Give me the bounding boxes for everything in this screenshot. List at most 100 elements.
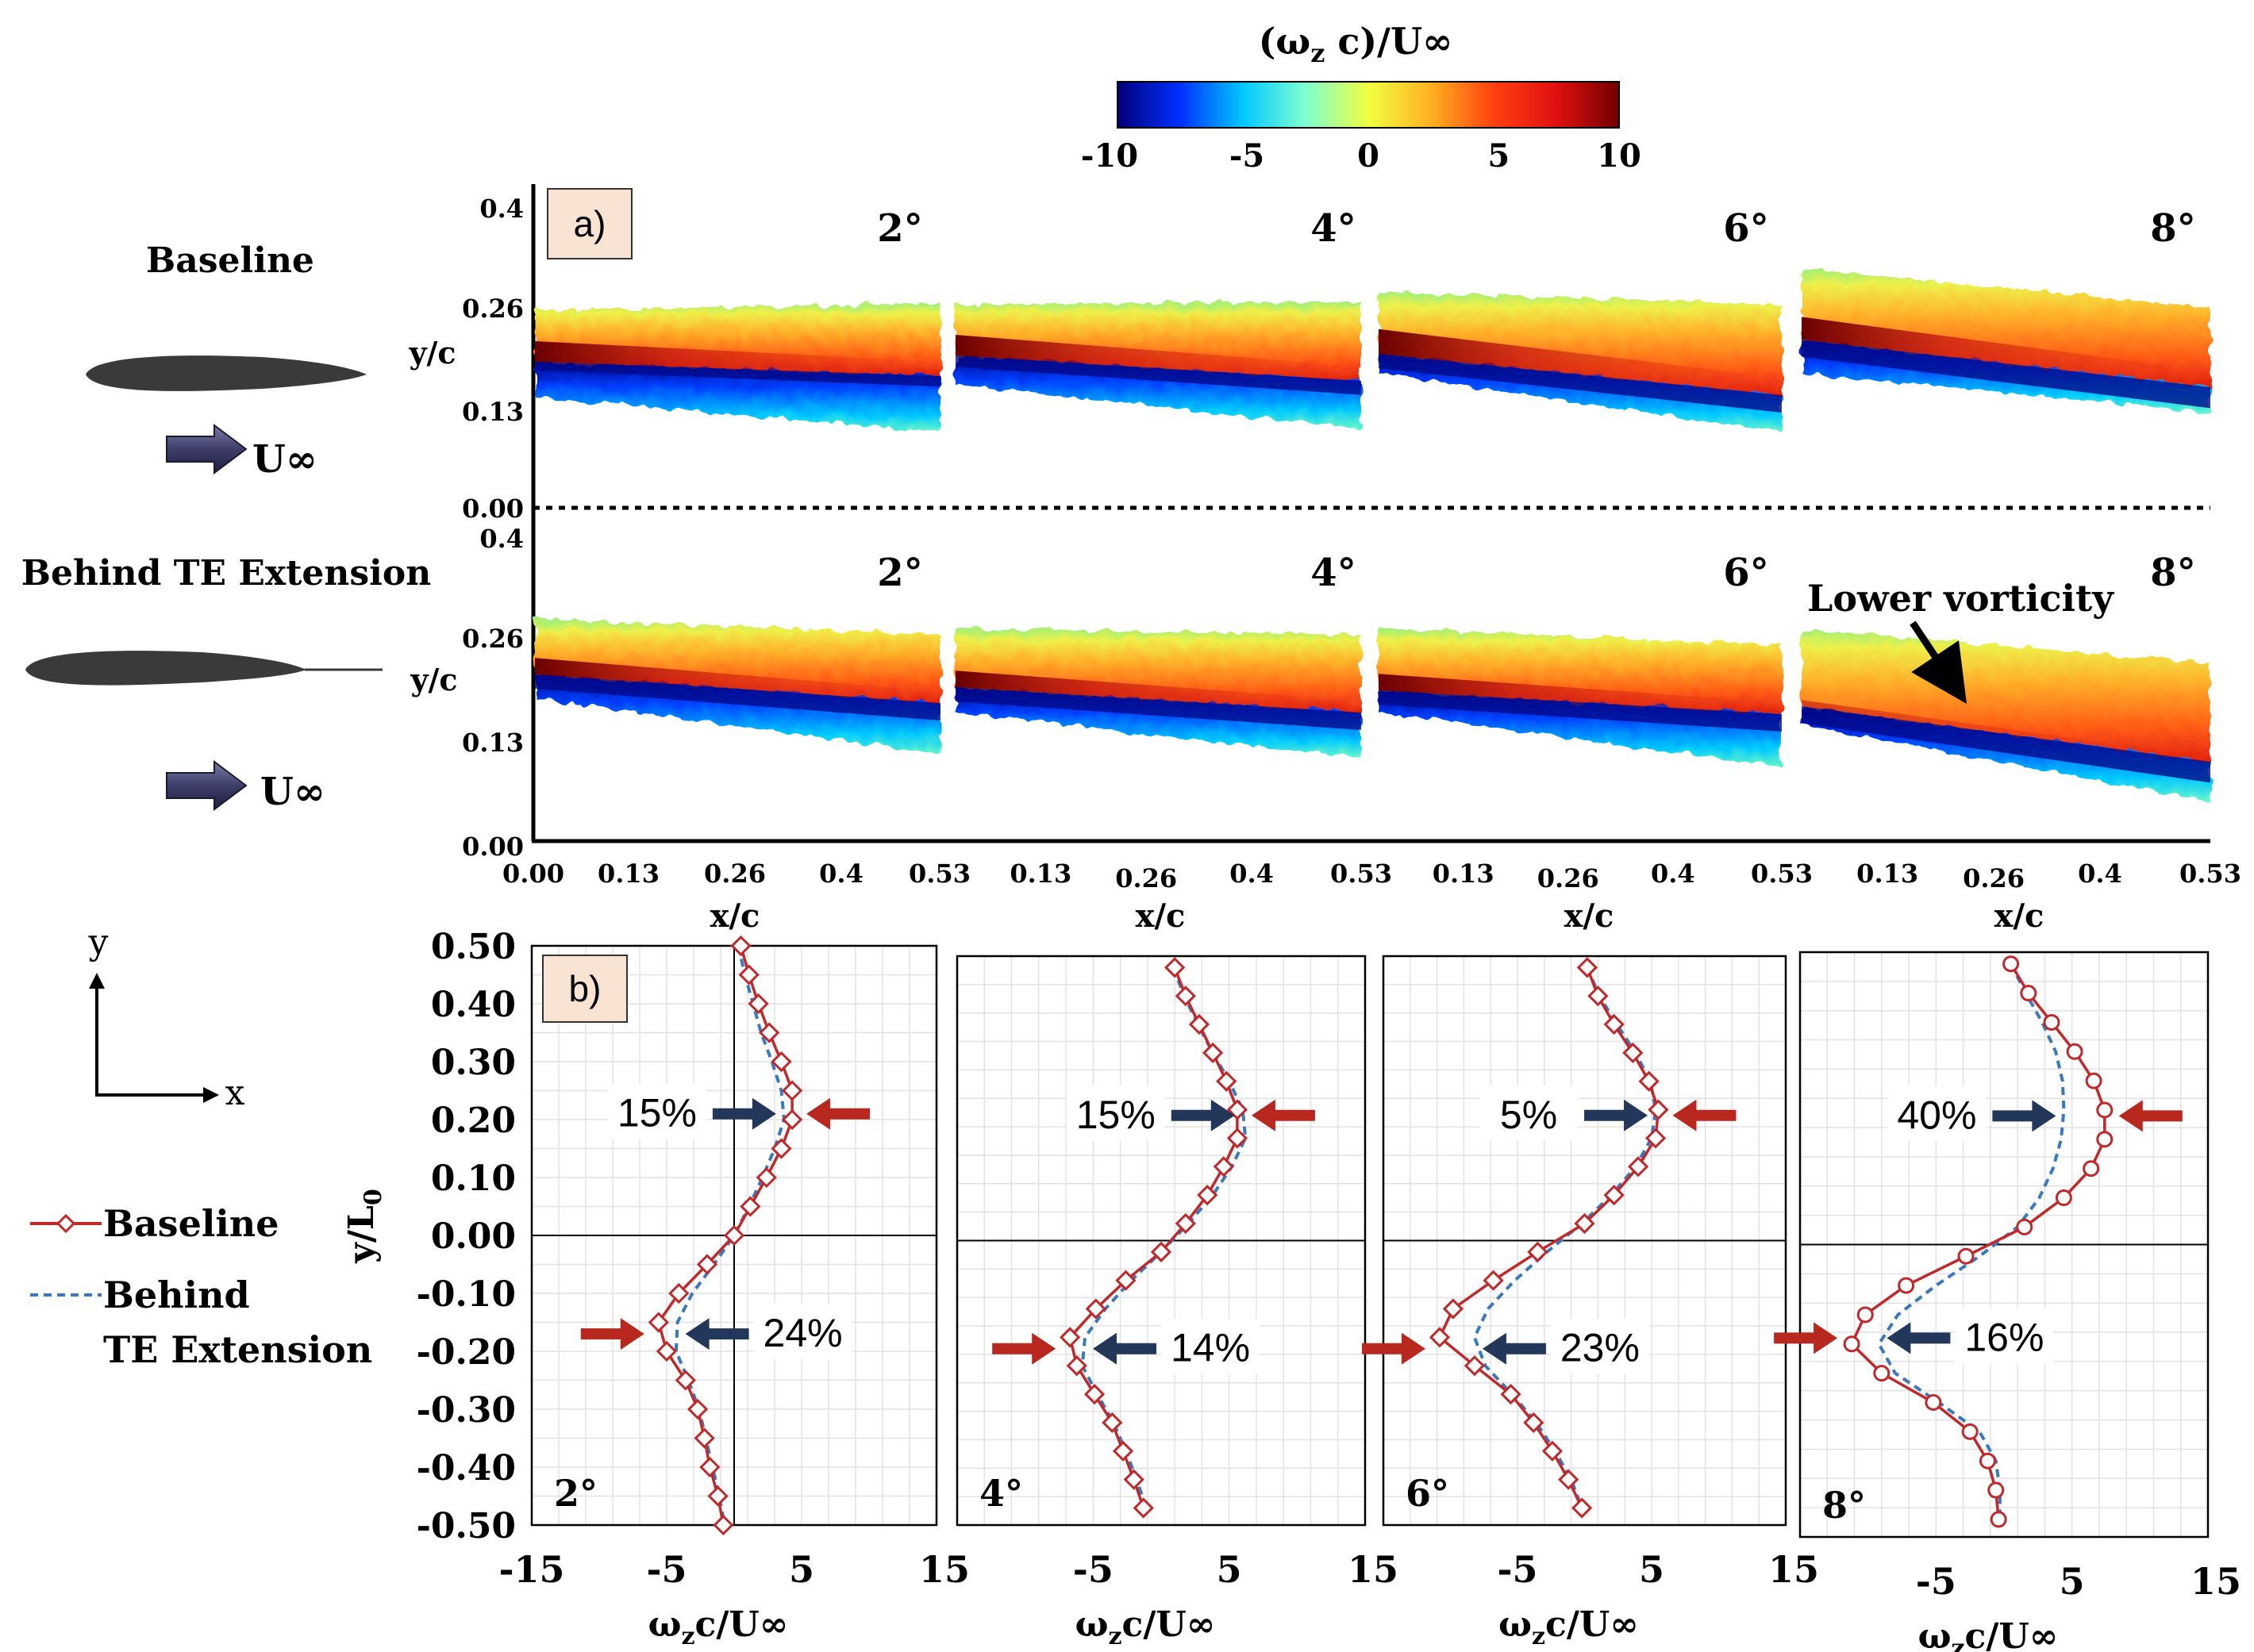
angle-label: 4° bbox=[1310, 551, 1356, 595]
baseline-point bbox=[723, 1224, 745, 1247]
profile-panel-0: 15% 24% 2° -15 -5 5 15 ωzc/U∞ 0.50 0.40 0.30 0.20 0.… bbox=[417, 927, 970, 1650]
axis-icon-y: y bbox=[88, 922, 109, 962]
vortex-upper-positive bbox=[1802, 268, 2210, 387]
y-axis-label-bottom: y/c bbox=[410, 662, 457, 697]
panel-a-x-tick: 0.4 bbox=[1229, 859, 1274, 889]
panel-b: y x Baseline Behind TE Extension y/L0 15… bbox=[30, 922, 2241, 1652]
angle-label: 8° bbox=[2150, 206, 2195, 251]
panel-a-x-axis-label: x/c bbox=[1564, 897, 1614, 935]
baseline-point bbox=[1603, 1185, 1625, 1206]
panel-a-x-tick: 0.26 bbox=[704, 859, 766, 889]
flow-label-extension: U∞ bbox=[260, 770, 325, 814]
baseline-point bbox=[2055, 1189, 2072, 1207]
baseline-point bbox=[707, 1485, 729, 1507]
profile-x-tick: -5 bbox=[1073, 1548, 1114, 1591]
profile-y-tick: 0.40 bbox=[431, 985, 516, 1025]
baseline-point bbox=[1102, 1412, 1123, 1434]
baseline-point bbox=[1558, 1469, 1579, 1490]
y-axis-label-top: y/c bbox=[408, 335, 456, 371]
baseline-point bbox=[1175, 985, 1196, 1007]
baseline-point bbox=[1060, 1327, 1081, 1348]
baseline-point bbox=[694, 1427, 715, 1449]
colorbar-gradient bbox=[1117, 81, 1620, 129]
panel-a-x-axis-label: x/c bbox=[1994, 897, 2044, 935]
panel-a-y-tick: 0.4 bbox=[479, 194, 524, 224]
baseline-point bbox=[1500, 1383, 1521, 1405]
profile-x-tick: 5 bbox=[1217, 1548, 1242, 1591]
contour-r0-c2 bbox=[1379, 292, 1782, 432]
panel-a-x-tick: 0.4 bbox=[2078, 859, 2122, 889]
baseline-point bbox=[1587, 985, 1609, 1007]
callout-percent-label: 24% bbox=[764, 1311, 843, 1355]
callout-percent-label: 15% bbox=[1076, 1093, 1156, 1137]
baseline-point bbox=[1873, 1365, 1891, 1382]
panel-a-x-tick: 0.26 bbox=[1537, 863, 1599, 893]
baseline-point bbox=[740, 1196, 761, 1217]
profile-panel-1: 15% 14% 4° -5 5 15 ωzc/U∞ bbox=[956, 955, 1398, 1650]
callout-arrow-baseline bbox=[1774, 1322, 1838, 1354]
baseline-point bbox=[656, 1340, 678, 1362]
profile-y-tick: 0.00 bbox=[431, 1216, 516, 1257]
baseline-point bbox=[1115, 1270, 1137, 1291]
callout-percent-label: 23% bbox=[1560, 1326, 1640, 1370]
coordinate-axes-icon bbox=[89, 973, 219, 1103]
legend-baseline-label: Baseline bbox=[103, 1202, 279, 1245]
colorbar-tick-label: 5 bbox=[1487, 137, 1510, 175]
contour-r1-c3 bbox=[1802, 628, 2210, 801]
profile-panel-3: 40% 16% 8° -5 5 15 ωzc/U∞ bbox=[1774, 951, 2241, 1652]
baseline-point bbox=[1622, 1042, 1644, 1064]
callout-label-bg bbox=[753, 1304, 852, 1360]
baseline-point bbox=[771, 1138, 792, 1159]
profile-x-tick: -5 bbox=[1916, 1560, 1956, 1603]
vortex-core bbox=[1379, 328, 1782, 395]
callout-percent-label: 5% bbox=[1500, 1093, 1557, 1137]
profile-x-tick: 15 bbox=[2191, 1560, 2241, 1603]
baseline-point bbox=[2066, 1043, 2083, 1060]
baseline-point bbox=[1541, 1440, 1564, 1462]
baseline-point bbox=[756, 1166, 777, 1189]
vortex-negative-core bbox=[535, 362, 940, 387]
profile-x-axis-label: ωzc/U∞ bbox=[648, 1604, 789, 1650]
profile-angle-label: 8° bbox=[1822, 1484, 1866, 1527]
panel-a-label-box bbox=[547, 188, 633, 259]
profile-y-tick: -0.20 bbox=[417, 1332, 516, 1373]
baseline-point bbox=[687, 1398, 709, 1420]
baseline-point bbox=[1464, 1355, 1486, 1377]
profile-x-axis-label: ωzc/U∞ bbox=[1075, 1604, 1216, 1650]
baseline-point bbox=[1576, 957, 1598, 978]
callout-arrow-extension bbox=[1093, 1332, 1157, 1365]
baseline-point bbox=[1990, 1511, 2007, 1528]
profile-x-tick: -15 bbox=[498, 1548, 564, 1591]
baseline-point bbox=[759, 1022, 780, 1043]
vortex-negative-core bbox=[1802, 706, 2210, 783]
callout-label-bg bbox=[1887, 1085, 1987, 1142]
baseline-point bbox=[1961, 1423, 1979, 1440]
baseline-point bbox=[1987, 1481, 2005, 1499]
callout-label-bg bbox=[1066, 1085, 1165, 1141]
baseline-point bbox=[1164, 957, 1186, 978]
baseline-point bbox=[2016, 1218, 2033, 1235]
colorbar-ticks: -10 -5 0 5 10 bbox=[1081, 137, 1641, 175]
row-label-extension: Behind TE Extension bbox=[21, 553, 431, 594]
callout-arrow-extension bbox=[685, 1318, 749, 1350]
vortex-core bbox=[956, 335, 1361, 381]
callout-label-bg bbox=[1161, 1318, 1260, 1374]
baseline-point bbox=[1429, 1327, 1451, 1348]
profile-x-tick: 15 bbox=[1768, 1548, 1819, 1591]
colorbar-tick-label: -10 bbox=[1081, 137, 1138, 175]
callout-arrow-extension bbox=[1992, 1100, 2056, 1132]
baseline-point bbox=[730, 935, 752, 957]
panel-a-y-tick: 0.13 bbox=[462, 397, 524, 427]
baseline-point bbox=[1644, 1128, 1667, 1149]
profile-angle-label: 2° bbox=[554, 1472, 598, 1515]
panel-b-label-box bbox=[542, 955, 628, 1023]
profile-y-tick: 0.10 bbox=[431, 1158, 516, 1199]
contour-r0-c3 bbox=[1802, 268, 2210, 413]
baseline-point bbox=[1979, 1452, 1996, 1470]
baseline-point bbox=[781, 1080, 803, 1101]
baseline-point bbox=[1216, 1070, 1237, 1092]
colorbar-tick-label: 0 bbox=[1357, 137, 1379, 175]
legend: Baseline Behind TE Extension bbox=[30, 1202, 372, 1371]
panel-b-y-axis-label: y/L0 bbox=[341, 1189, 387, 1263]
baseline-point bbox=[2096, 1131, 2114, 1148]
